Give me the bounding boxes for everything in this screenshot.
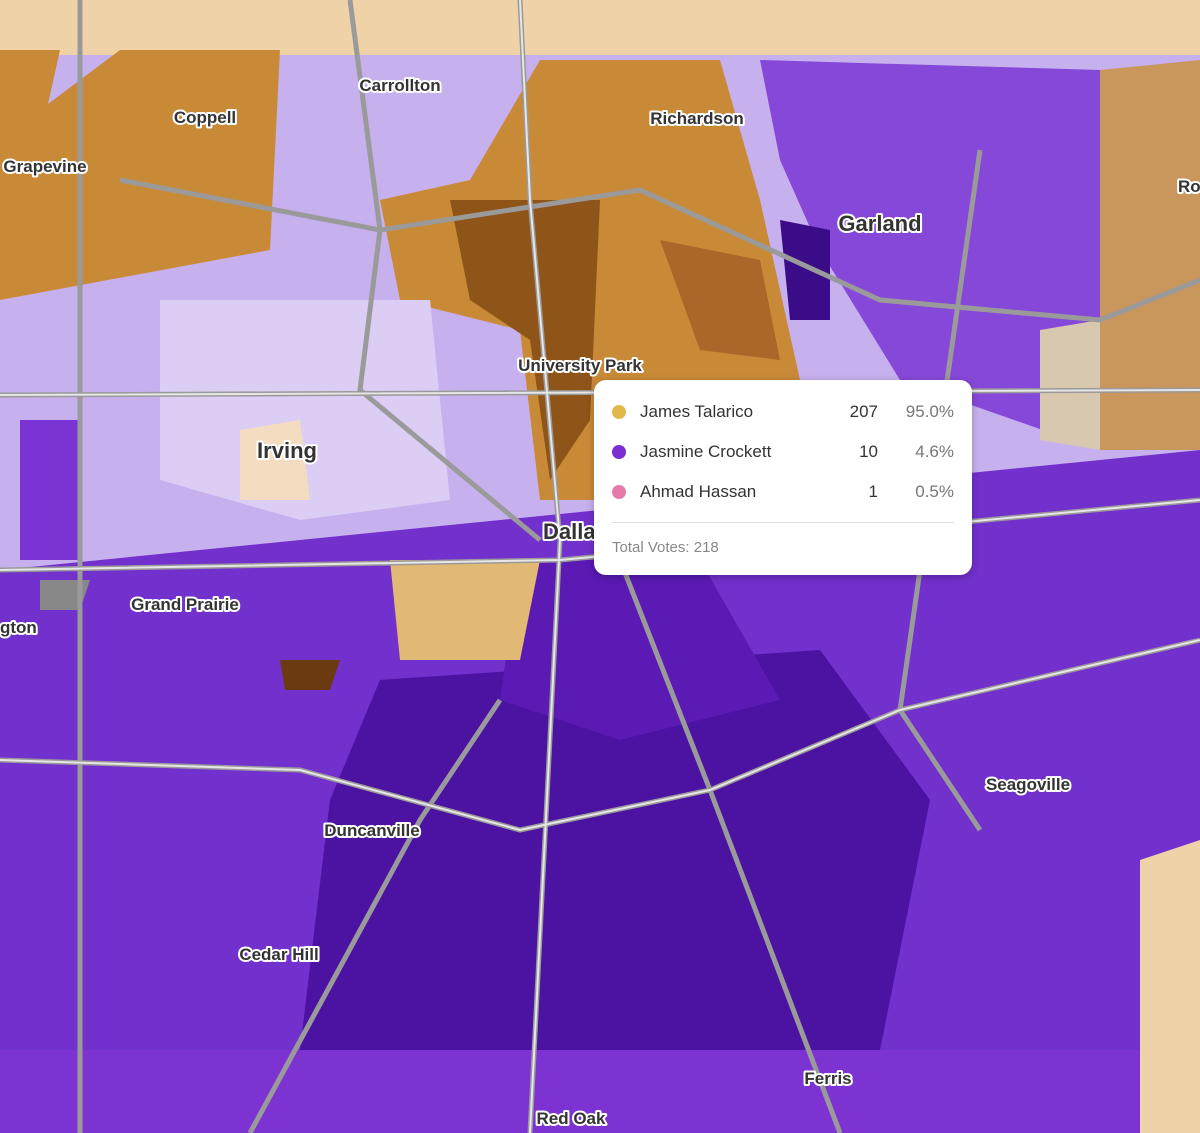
region: [0, 1050, 1200, 1133]
region: [0, 50, 280, 300]
candidate-votes: 207: [849, 402, 878, 421]
place-label: Garland: [838, 211, 921, 236]
region: [1100, 60, 1200, 450]
place-label: Grand Prairie: [131, 595, 239, 614]
region: [20, 420, 80, 560]
region: [760, 60, 1100, 450]
place-label: Richardson: [650, 109, 744, 128]
candidate-row: Jasmine Crockett 10 4.6%: [612, 432, 954, 472]
candidate-dot: [612, 485, 626, 499]
place-label: Grapevine: [3, 157, 86, 176]
candidate-name: Ahmad Hassan: [640, 482, 757, 501]
candidate-dot: [612, 445, 626, 459]
place-label: Seagoville: [986, 775, 1070, 794]
region: [500, 560, 780, 740]
place-label: Duncanville: [324, 821, 419, 840]
road: [347, 0, 542, 542]
region: [780, 220, 830, 320]
candidate-votes: 10: [859, 442, 878, 461]
place-label: Ferris: [804, 1069, 851, 1088]
place-label: Carrollton: [359, 76, 440, 95]
candidate-row: Ahmad Hassan 1 0.5%: [612, 472, 954, 512]
region: [660, 240, 780, 360]
region: [240, 420, 310, 500]
place-label: Red Oak: [537, 1109, 607, 1128]
total-votes: Total Votes: 218: [612, 522, 954, 556]
candidate-votes: 1: [868, 482, 878, 501]
candidate-share: 95.0%: [905, 402, 954, 421]
candidate-share: 0.5%: [915, 482, 954, 501]
candidate-share: 4.6%: [915, 442, 954, 461]
total-value: 218: [693, 539, 719, 556]
region: [280, 660, 340, 690]
place-label: Coppell: [174, 108, 236, 127]
candidate-name: Jasmine Crockett: [640, 442, 772, 461]
road: [119, 177, 1200, 323]
place-label: gton: [0, 618, 37, 637]
place-label: Ro: [1178, 177, 1200, 196]
candidate-name: James Talarico: [640, 402, 754, 421]
region: [390, 560, 540, 660]
candidate-row: James Talarico 207 95.0%: [612, 392, 954, 432]
region: [0, 0, 1200, 55]
region: [1040, 320, 1100, 450]
region: [160, 300, 450, 520]
road: [247, 698, 503, 1133]
tooltip-rows: James Talarico 207 95.0% Jasmine Crockett 10…: [612, 392, 954, 512]
region: [1140, 840, 1200, 1133]
place-label: University Park: [518, 356, 642, 375]
tooltip: James Talarico 207 95.0% Jasmine Crockett 10…: [594, 380, 972, 575]
place-label: Cedar Hill: [239, 945, 318, 964]
candidate-dot: [612, 405, 626, 419]
region: [0, 50, 60, 150]
total-label: Total Votes:: [612, 539, 690, 556]
region: [450, 200, 600, 480]
place-label: Irving: [257, 438, 317, 463]
